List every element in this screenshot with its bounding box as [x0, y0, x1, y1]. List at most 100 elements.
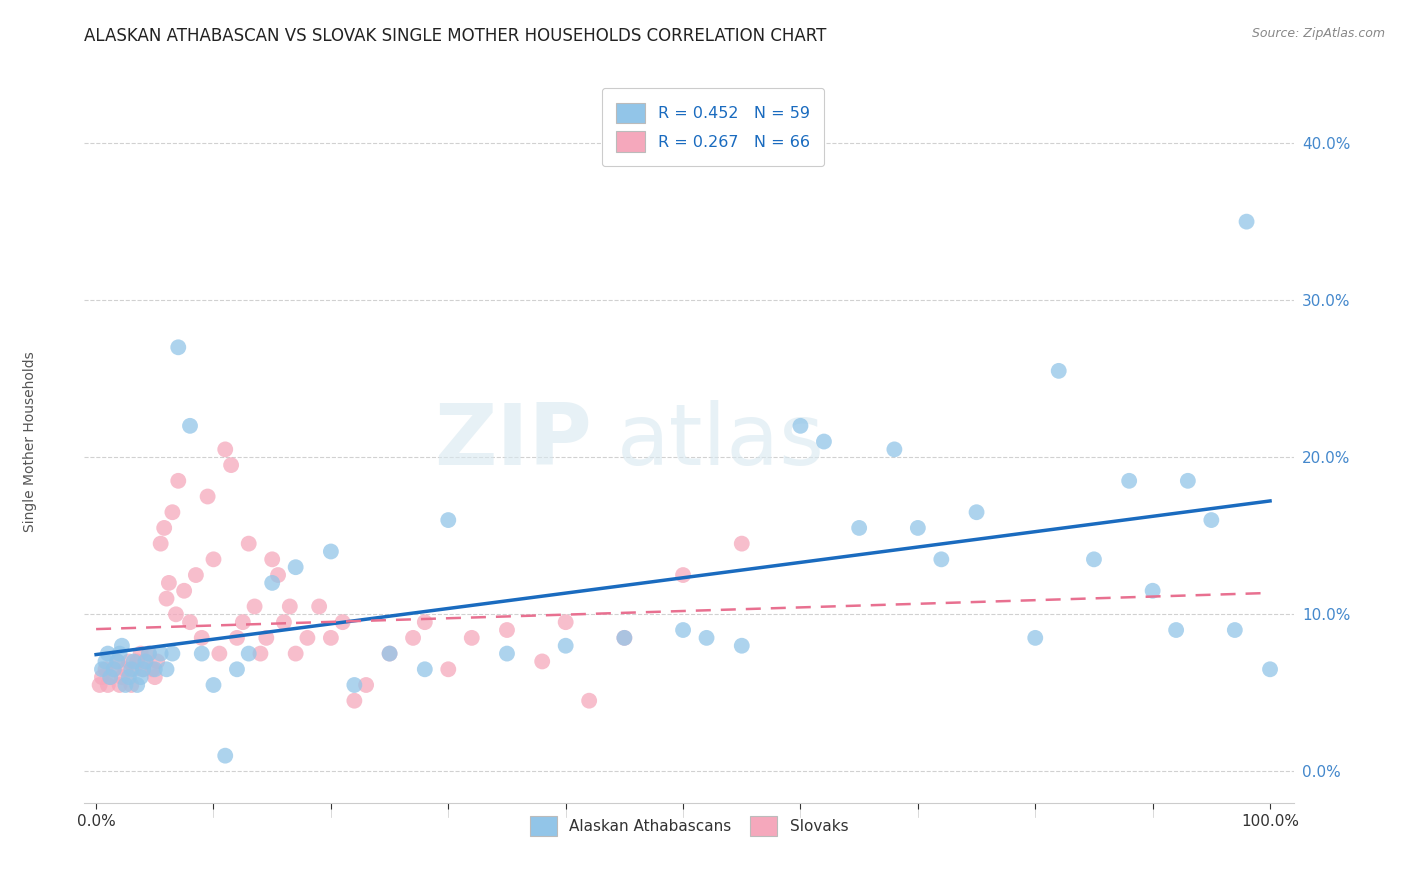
Point: [278, 599, 301, 614]
Point: [343, 678, 366, 692]
Point: [883, 442, 905, 457]
Point: [273, 615, 295, 630]
Point: [105, 655, 128, 669]
Point: [114, 678, 136, 692]
Point: [132, 662, 155, 676]
Point: [672, 568, 695, 582]
Point: [554, 615, 576, 630]
Point: [731, 536, 754, 550]
Text: ZIP: ZIP: [434, 400, 592, 483]
Point: [1142, 583, 1164, 598]
Point: [966, 505, 988, 519]
Point: [1024, 631, 1046, 645]
Point: [262, 552, 284, 566]
Point: [402, 631, 425, 645]
Point: [249, 647, 271, 661]
Point: [155, 591, 177, 606]
Point: [238, 647, 260, 661]
Point: [319, 631, 342, 645]
Point: [413, 662, 436, 676]
Point: [1223, 623, 1246, 637]
Point: [1177, 474, 1199, 488]
Point: [138, 647, 160, 661]
Point: [1166, 623, 1188, 637]
Point: [167, 474, 190, 488]
Point: [1236, 214, 1258, 228]
Point: [103, 662, 125, 676]
Point: [232, 615, 254, 630]
Point: [226, 631, 249, 645]
Point: [378, 647, 401, 661]
Point: [848, 521, 870, 535]
Point: [162, 505, 184, 519]
Point: [184, 568, 207, 582]
Point: [343, 694, 366, 708]
Point: [122, 662, 145, 676]
Point: [262, 575, 284, 590]
Point: [179, 418, 201, 433]
Point: [1047, 364, 1070, 378]
Point: [1258, 662, 1281, 676]
Point: [214, 748, 236, 763]
Point: [496, 647, 519, 661]
Point: [179, 615, 201, 630]
Point: [319, 544, 342, 558]
Point: [437, 662, 460, 676]
Point: [907, 521, 929, 535]
Text: atlas: atlas: [616, 400, 824, 483]
Point: [931, 552, 953, 566]
Point: [332, 615, 354, 630]
Point: [98, 670, 121, 684]
Point: [173, 583, 195, 598]
Point: [94, 662, 117, 676]
Point: [146, 655, 169, 669]
Point: [127, 678, 149, 692]
Point: [613, 631, 636, 645]
Point: [120, 662, 142, 676]
Point: [149, 647, 172, 661]
Point: [226, 662, 249, 676]
Point: [578, 694, 600, 708]
Point: [129, 647, 152, 661]
Point: [190, 647, 212, 661]
Point: [162, 647, 184, 661]
Point: [105, 655, 128, 669]
Point: [138, 647, 160, 661]
Text: Single Mother Households: Single Mother Households: [22, 351, 37, 532]
Point: [202, 552, 225, 566]
Point: [134, 655, 156, 669]
Point: [696, 631, 718, 645]
Point: [111, 670, 134, 684]
Text: ALASKAN ATHABASCAN VS SLOVAK SINGLE MOTHER HOUSEHOLDS CORRELATION CHART: ALASKAN ATHABASCAN VS SLOVAK SINGLE MOTH…: [84, 27, 827, 45]
Point: [1083, 552, 1105, 566]
Point: [238, 536, 260, 550]
Point: [97, 647, 120, 661]
Point: [143, 662, 166, 676]
Point: [153, 521, 176, 535]
Point: [91, 662, 114, 676]
Point: [111, 639, 134, 653]
Point: [731, 639, 754, 653]
Point: [149, 536, 172, 550]
Point: [354, 678, 377, 692]
Point: [531, 655, 554, 669]
Point: [114, 662, 136, 676]
Point: [254, 631, 277, 645]
Point: [103, 662, 125, 676]
Point: [97, 678, 120, 692]
Point: [98, 670, 121, 684]
Point: [122, 655, 145, 669]
Point: [202, 678, 225, 692]
Point: [672, 623, 695, 637]
Point: [134, 655, 156, 669]
Point: [1118, 474, 1140, 488]
Point: [496, 623, 519, 637]
Point: [219, 458, 242, 472]
Point: [120, 678, 142, 692]
Point: [155, 662, 177, 676]
Point: [141, 662, 163, 676]
Point: [308, 599, 330, 614]
Point: [437, 513, 460, 527]
Point: [554, 639, 576, 653]
Point: [214, 442, 236, 457]
